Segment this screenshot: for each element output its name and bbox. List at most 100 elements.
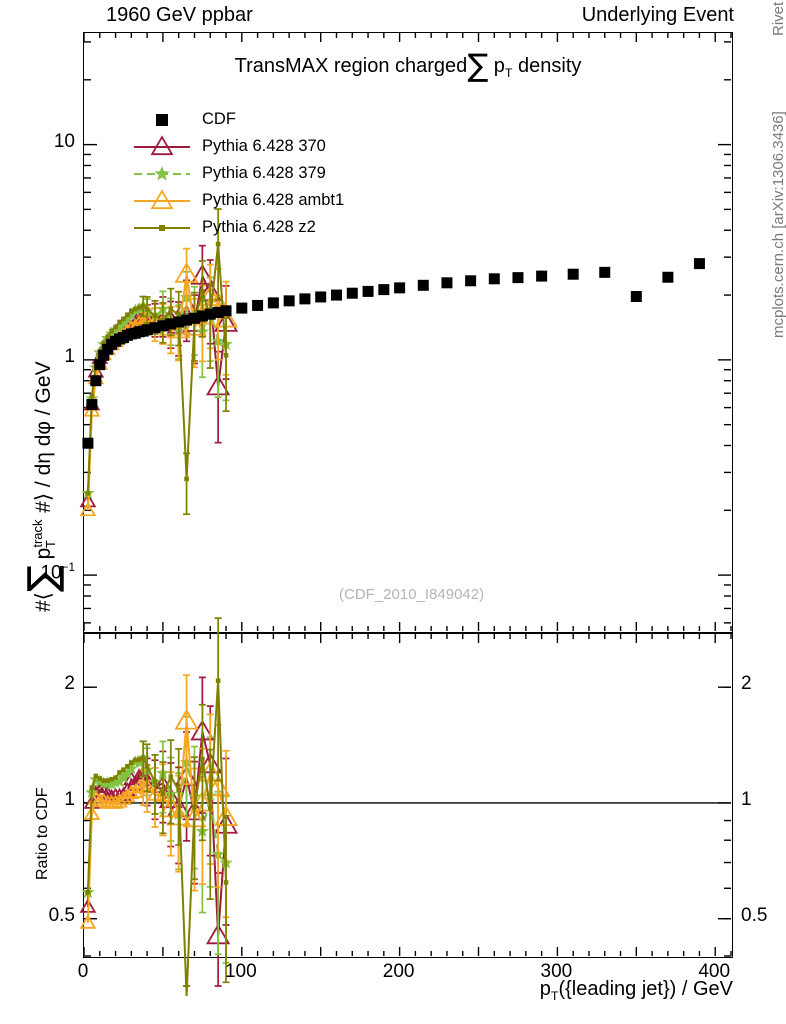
y-tick-label-ratio: 2 bbox=[64, 673, 75, 695]
data-marker-dot bbox=[132, 757, 138, 763]
data-marker-dot bbox=[117, 319, 122, 325]
data-marker-triangle bbox=[119, 788, 136, 803]
sigma-glyph: ∑ bbox=[467, 48, 489, 84]
data-marker-dot bbox=[101, 340, 107, 346]
legend-label: Pythia 6.428 379 bbox=[202, 164, 326, 182]
data-marker-star bbox=[116, 316, 131, 329]
data-marker-triangle bbox=[95, 783, 113, 799]
data-marker-square bbox=[149, 322, 161, 334]
data-marker-dot bbox=[125, 312, 130, 318]
data-marker-square bbox=[173, 316, 185, 328]
data-marker-dot bbox=[223, 353, 229, 358]
data-marker-square bbox=[236, 302, 248, 314]
header-left: 1960 GeV ppbar bbox=[106, 4, 253, 26]
plot-title-p: p bbox=[493, 55, 505, 77]
data-marker-triangle bbox=[107, 794, 124, 809]
data-marker-square bbox=[196, 310, 208, 322]
data-marker-dot bbox=[176, 312, 181, 318]
data-marker-square bbox=[693, 258, 705, 270]
plot-title: TransMAX region charged∑ pT density bbox=[83, 51, 733, 82]
main-plot-panel bbox=[79, 32, 733, 633]
data-marker-dot bbox=[121, 316, 126, 322]
analysis-watermark: (CDF_2010_I849042) bbox=[339, 586, 485, 603]
data-marker-square bbox=[465, 275, 477, 287]
legend-entry[interactable]: Pythia 6.428 379 bbox=[132, 160, 344, 187]
data-marker-star bbox=[112, 320, 127, 333]
data-marker-dot bbox=[200, 289, 205, 294]
data-marker-square bbox=[98, 349, 110, 361]
y-tick-label-main: 10 bbox=[53, 130, 75, 152]
legend-marker bbox=[154, 165, 170, 180]
data-marker-square bbox=[212, 306, 224, 318]
y-tick-label-ratio: 0.5 bbox=[48, 904, 75, 926]
legend-entry[interactable]: CDF bbox=[132, 106, 344, 133]
data-marker-star bbox=[124, 307, 138, 321]
data-marker-dot bbox=[200, 756, 205, 762]
data-marker-square bbox=[567, 268, 579, 280]
data-marker-triangle bbox=[174, 708, 199, 730]
legend-sample-triangle-icon bbox=[132, 134, 192, 159]
x-tick-label: 100 bbox=[224, 961, 257, 982]
series-cdf bbox=[82, 258, 705, 449]
data-marker-triangle bbox=[150, 134, 174, 155]
data-marker-square bbox=[299, 293, 311, 305]
y-tick-label-ratio: 2 bbox=[741, 673, 752, 695]
ratio-plot-panel bbox=[79, 617, 733, 997]
data-marker-dot bbox=[85, 490, 91, 496]
data-marker-dot bbox=[93, 773, 99, 779]
data-marker-dot bbox=[215, 678, 221, 684]
ylabel-sub: T bbox=[43, 540, 59, 549]
data-marker-square bbox=[417, 279, 429, 291]
data-marker-square bbox=[488, 273, 500, 285]
data-marker-dot bbox=[89, 393, 95, 399]
axis-ticks bbox=[83, 634, 732, 957]
data-marker-dot bbox=[132, 306, 138, 312]
series-pythia-6-428-z2 bbox=[85, 617, 230, 997]
data-marker-star bbox=[116, 770, 131, 784]
data-marker-dot bbox=[113, 775, 118, 780]
data-marker-triangle bbox=[150, 188, 174, 209]
xlabel-p: p bbox=[539, 978, 551, 1000]
legend-entry[interactable]: Pythia 6.428 ambt1 bbox=[132, 187, 344, 214]
legend-marker bbox=[159, 224, 165, 231]
data-marker-dot bbox=[223, 880, 229, 885]
data-marker-star bbox=[104, 777, 119, 790]
data-marker-square bbox=[181, 314, 193, 326]
legend-entry[interactable]: Pythia 6.428 370 bbox=[132, 133, 344, 160]
data-marker-dot bbox=[129, 309, 134, 314]
x-tick-label: 300 bbox=[540, 961, 573, 982]
x-tick-label: 400 bbox=[698, 961, 731, 982]
y-tick-label-ratio: 1 bbox=[64, 788, 75, 810]
y-tick-label-main: 1 bbox=[64, 345, 75, 367]
data-marker-dot bbox=[152, 313, 158, 319]
legend-entry[interactable]: Pythia 6.428 z2 bbox=[132, 214, 344, 241]
data-marker-dot bbox=[109, 776, 114, 782]
x-tick-label: 200 bbox=[382, 961, 415, 982]
data-marker-dot bbox=[136, 305, 142, 310]
data-marker-dot bbox=[160, 791, 166, 797]
data-marker-dot bbox=[152, 779, 158, 785]
xlabel-sub: T bbox=[550, 989, 559, 1003]
data-marker-square bbox=[94, 359, 106, 371]
data-marker-square bbox=[90, 375, 102, 387]
mcplots-reference-note: mcplots.cern.ch [arXiv:1306.3436] bbox=[770, 111, 786, 338]
plot-title-sub: T bbox=[504, 66, 513, 80]
data-marker-star bbox=[108, 775, 123, 789]
data-marker-dot bbox=[97, 776, 103, 781]
data-marker-square bbox=[330, 289, 342, 301]
data-marker-triangle bbox=[79, 501, 97, 517]
data-marker-star bbox=[120, 766, 135, 780]
data-marker-square bbox=[512, 272, 524, 284]
data-marker-square bbox=[536, 270, 548, 282]
series-pythia-6-428-ambt1 bbox=[79, 674, 239, 929]
data-marker-star bbox=[154, 165, 170, 180]
data-marker-square bbox=[86, 399, 98, 411]
x-axis-label: pT({leading jet}) / GeV bbox=[0, 978, 733, 1003]
data-marker-square bbox=[283, 295, 295, 307]
data-marker-dot bbox=[105, 778, 110, 783]
ratio-plot-canvas bbox=[79, 617, 732, 997]
plot-title-post: density bbox=[518, 55, 582, 77]
data-marker-dot bbox=[192, 804, 197, 810]
legend-label: Pythia 6.428 370 bbox=[202, 137, 326, 155]
data-marker-triangle bbox=[99, 785, 117, 801]
